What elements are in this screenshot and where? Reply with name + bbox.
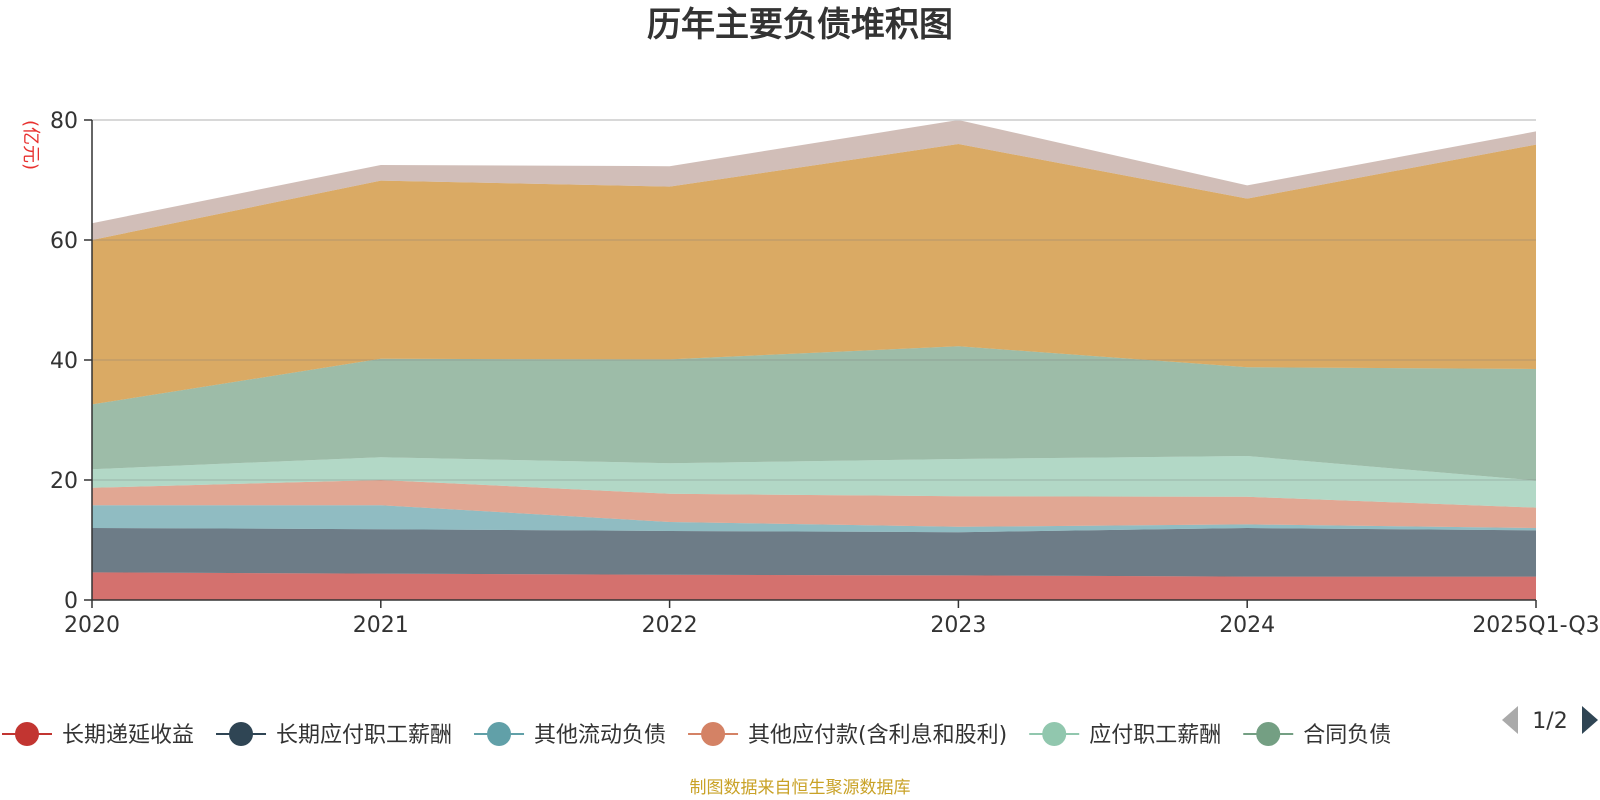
area-series-6 bbox=[92, 144, 1536, 405]
legend-marker-5[interactable] bbox=[1256, 722, 1281, 746]
legend-marker-1[interactable] bbox=[229, 722, 254, 746]
x-tick-label: 2021 bbox=[353, 613, 409, 638]
legend-next-page-icon[interactable] bbox=[1582, 706, 1598, 734]
y-tick-label: 80 bbox=[50, 109, 78, 134]
legend-label-3[interactable]: 其他应付款(含利息和股利) bbox=[748, 723, 1007, 748]
legend-marker-4[interactable] bbox=[1042, 722, 1067, 746]
legend-marker-2[interactable] bbox=[487, 722, 512, 746]
x-tick-label: 2024 bbox=[1219, 613, 1275, 638]
x-tick-label: 2023 bbox=[930, 613, 986, 638]
legend-page-indicator: 1/2 bbox=[1532, 709, 1567, 734]
area-series-1 bbox=[92, 528, 1536, 577]
y-tick-label: 40 bbox=[50, 349, 78, 374]
area-series-2 bbox=[92, 505, 1536, 533]
legend-label-5[interactable]: 合同负债 bbox=[1303, 723, 1391, 748]
area-series-7 bbox=[92, 120, 1536, 240]
area-layers bbox=[92, 120, 1536, 600]
grid-lines bbox=[92, 119, 1536, 481]
area-series-5 bbox=[92, 346, 1536, 481]
area-series-3 bbox=[92, 480, 1536, 528]
legend-marker-3[interactable] bbox=[701, 722, 726, 746]
x-tick-label: 2022 bbox=[642, 613, 698, 638]
y-axis-unit-label: (亿元) bbox=[20, 120, 41, 170]
area-series-4 bbox=[92, 456, 1536, 508]
legend-label-4[interactable]: 应付职工薪酬 bbox=[1089, 723, 1221, 748]
y-tick-label: 0 bbox=[64, 589, 78, 614]
axes: 0 20 40 60 80 2020 2021 2022 2023 2024 2025Q1-Q3 bbox=[50, 109, 1600, 638]
y-tick-label: 60 bbox=[50, 229, 78, 254]
area-series-0 bbox=[92, 572, 1536, 600]
legend-label-2[interactable]: 其他流动负债 bbox=[534, 723, 666, 748]
legend-label-1[interactable]: 长期应付职工薪酬 bbox=[276, 723, 452, 748]
legend-label-0[interactable]: 长期递延收益 bbox=[62, 723, 194, 748]
legend-prev-page-icon[interactable] bbox=[1502, 706, 1518, 734]
y-tick-label: 20 bbox=[50, 469, 78, 494]
legend: 长期递延收益 长期应付职工薪酬 其他流动负债 其他应付款(含利息和股利) 应付职工薪酬 合… bbox=[2, 722, 1391, 748]
x-tick-label: 2025Q1-Q3 bbox=[1472, 613, 1599, 638]
chart-title: 历年主要负债堆积图 bbox=[647, 5, 953, 45]
x-tick-label: 2020 bbox=[64, 613, 120, 638]
legend-pager: 1/2 bbox=[1502, 706, 1598, 734]
data-source-note: 制图数据来自恒生聚源数据库 bbox=[690, 778, 911, 798]
legend-marker-0[interactable] bbox=[15, 722, 39, 746]
